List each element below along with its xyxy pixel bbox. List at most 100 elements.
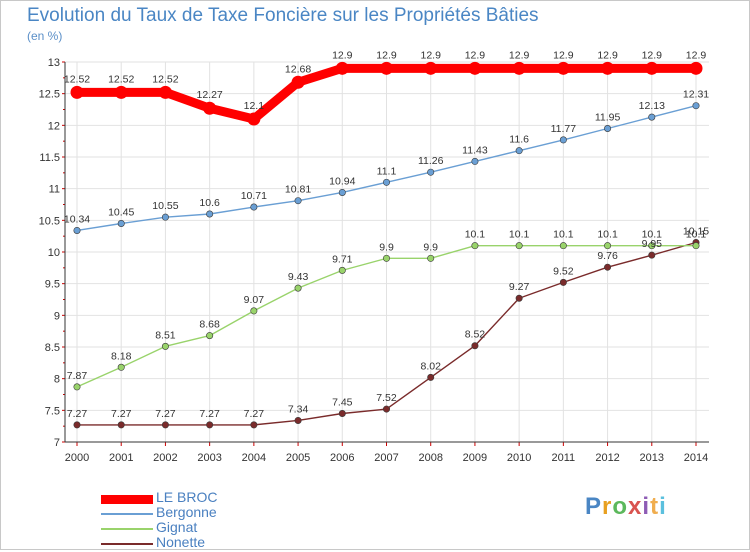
data-label: 10.94 [329, 175, 355, 187]
x-tick-label: 2001 [109, 452, 133, 464]
data-point [206, 421, 214, 429]
data-label: 12.13 [639, 100, 665, 112]
data-point [515, 294, 523, 302]
data-point [338, 266, 346, 274]
data-point [158, 85, 172, 99]
data-point [206, 332, 214, 340]
data-point [114, 85, 128, 99]
y-tick-label: 8.5 [45, 342, 60, 354]
data-label: 10.45 [108, 207, 134, 219]
logo-letter: x [628, 493, 643, 520]
y-unit-label: (en %) [27, 29, 63, 43]
data-point [335, 61, 349, 75]
data-point [648, 251, 656, 259]
data-point [559, 242, 567, 250]
data-label: 12.9 [332, 49, 353, 61]
y-tick-label: 13 [48, 57, 60, 69]
data-label: 12.52 [108, 73, 134, 85]
data-point [117, 220, 125, 228]
axes: 7 7.5 8 8.5 9 9.5 10 10.5 11 11.5 12 12.5 13 2000 2001… [39, 57, 709, 464]
data-label: 12.52 [64, 73, 90, 85]
data-label: 10.6 [199, 197, 220, 209]
data-point [471, 342, 479, 350]
legend-label: LE BROC [156, 489, 218, 505]
x-tick-label: 2002 [153, 452, 177, 464]
data-label: 9.52 [553, 265, 574, 277]
data-point [559, 278, 567, 286]
data-point [382, 405, 390, 413]
y-tick-label: 12 [48, 120, 60, 132]
data-point [117, 421, 125, 429]
x-tick-label: 2014 [684, 452, 708, 464]
chart-title: Evolution du Taux de Taxe Foncière sur l… [27, 5, 539, 26]
data-label: 10.34 [64, 213, 90, 225]
data-point [206, 210, 214, 218]
data-point [427, 373, 435, 381]
data-label: 11.6 [509, 134, 529, 146]
data-label: 7.27 [155, 408, 176, 420]
logo-letter: i [642, 493, 651, 520]
data-label: 7.45 [332, 397, 353, 409]
data-label: 11.1 [377, 165, 397, 177]
logo-letter: r [602, 493, 613, 520]
data-label: 11.26 [418, 155, 444, 167]
data-point [161, 421, 169, 429]
data-point [70, 85, 84, 99]
data-label: 12.9 [686, 49, 707, 61]
x-tick-label: 2000 [65, 452, 89, 464]
data-label: 10.1 [553, 229, 574, 241]
data-label: 12.31 [683, 89, 709, 101]
data-label: 9.76 [597, 250, 618, 262]
data-point [294, 284, 302, 292]
data-point [648, 113, 656, 121]
y-tick-label: 12.5 [39, 89, 60, 101]
data-label: 9.71 [332, 253, 353, 265]
data-label: 7.27 [67, 408, 88, 420]
data-point [559, 136, 567, 144]
logo-letter: t [650, 493, 660, 520]
x-tick-label: 2004 [242, 452, 266, 464]
x-tick-label: 2013 [640, 452, 664, 464]
legend-label: Bergonne [156, 504, 217, 520]
data-point [468, 61, 482, 75]
data-point [250, 203, 258, 211]
proxiti-logo: Proxiti [585, 493, 667, 521]
legend-swatch [101, 513, 153, 515]
data-label: 11.77 [551, 123, 577, 135]
legend-swatch [101, 543, 153, 545]
data-label: 12.68 [285, 63, 311, 75]
data-point [471, 157, 479, 165]
x-tick-label: 2010 [507, 452, 531, 464]
y-tick-label: 11.5 [39, 152, 60, 164]
data-point [291, 75, 305, 89]
data-label: 10.15 [683, 226, 709, 238]
x-tick-label: 2011 [552, 452, 576, 464]
legend-label: Gignat [156, 519, 198, 535]
data-point [689, 61, 703, 75]
data-point [512, 61, 526, 75]
data-point [427, 168, 435, 176]
grid [65, 61, 709, 443]
data-point [161, 342, 169, 350]
data-label: 9.9 [423, 241, 438, 253]
x-tick-label: 2009 [463, 452, 487, 464]
data-point [515, 147, 523, 155]
data-label: 12.9 [642, 49, 663, 61]
data-label: 7.27 [244, 408, 265, 420]
data-point [250, 421, 258, 429]
x-tick-label: 2006 [330, 452, 354, 464]
data-label: 7.87 [67, 370, 88, 382]
data-point [247, 112, 261, 126]
data-point [73, 421, 81, 429]
legend-swatch [101, 528, 153, 530]
data-label: 10.55 [152, 200, 178, 212]
data-label: 8.02 [420, 360, 441, 372]
data-label: 7.27 [111, 408, 132, 420]
data-point [604, 242, 612, 250]
data-point [338, 409, 346, 417]
data-label: 8.52 [465, 329, 486, 341]
data-point [117, 363, 125, 371]
data-point [380, 61, 393, 75]
